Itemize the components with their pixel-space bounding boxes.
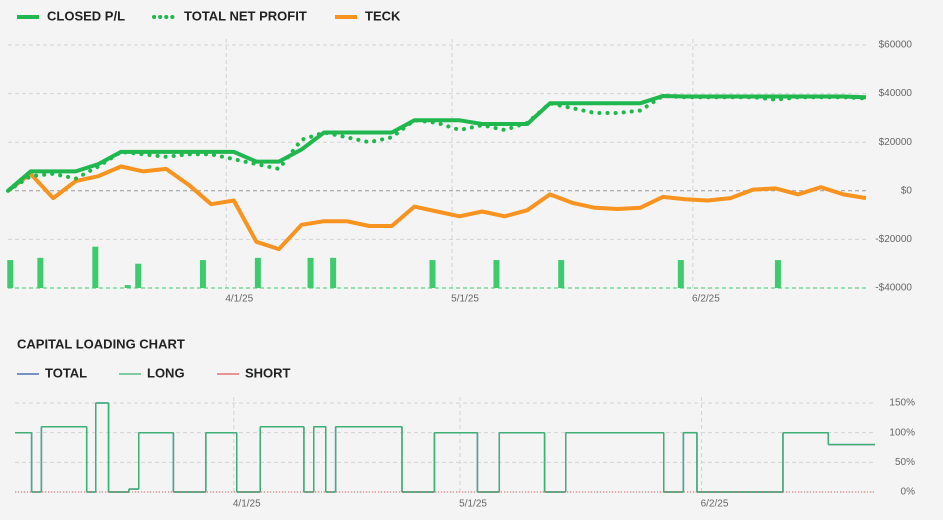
trade-bar (307, 257, 314, 288)
y-tick-label: $0 (901, 185, 913, 196)
legend-label: TOTAL NET PROFIT (184, 8, 307, 23)
y-tick-label: 50% (895, 457, 915, 468)
trade-bar (92, 246, 99, 288)
legend-label: CLOSED P/L (47, 8, 125, 23)
legend-label: SHORT (245, 365, 291, 380)
y-tick-label: $60000 (879, 40, 913, 51)
x-tick-label: 5/1/25 (459, 499, 487, 510)
trade-bar (493, 260, 500, 288)
y-tick-label: -$40000 (875, 283, 912, 294)
chart-title: CAPITAL LOADING CHART (17, 336, 185, 351)
legend-label: TOTAL (45, 365, 87, 380)
trade-bar (135, 263, 142, 288)
legend-label: LONG (147, 365, 185, 380)
x-tick-label: 4/1/25 (225, 294, 253, 305)
trade-bar (774, 260, 781, 288)
y-tick-label: $40000 (879, 88, 913, 99)
x-tick-label: 6/2/25 (701, 499, 729, 510)
series-line (6, 94, 867, 193)
trade-bar (199, 260, 206, 288)
y-tick-label: 150% (889, 398, 915, 409)
x-tick-label: 4/1/25 (233, 499, 261, 510)
trade-bar (429, 260, 436, 288)
trade-bar (7, 260, 14, 288)
y-tick-label: 0% (901, 487, 916, 498)
x-tick-label: 5/1/25 (451, 294, 479, 305)
series-line (6, 164, 867, 252)
trade-bar (330, 257, 337, 288)
trade-bar (677, 260, 684, 288)
legend-label: TECK (365, 8, 401, 23)
y-tick-label: 100% (889, 427, 915, 438)
y-tick-label: -$20000 (875, 234, 912, 245)
trade-bar (558, 260, 565, 288)
trade-bar (124, 285, 131, 288)
y-tick-label: $20000 (879, 137, 913, 148)
trade-bar (254, 257, 261, 288)
x-tick-label: 6/2/25 (692, 294, 720, 305)
trade-bar (37, 257, 44, 288)
